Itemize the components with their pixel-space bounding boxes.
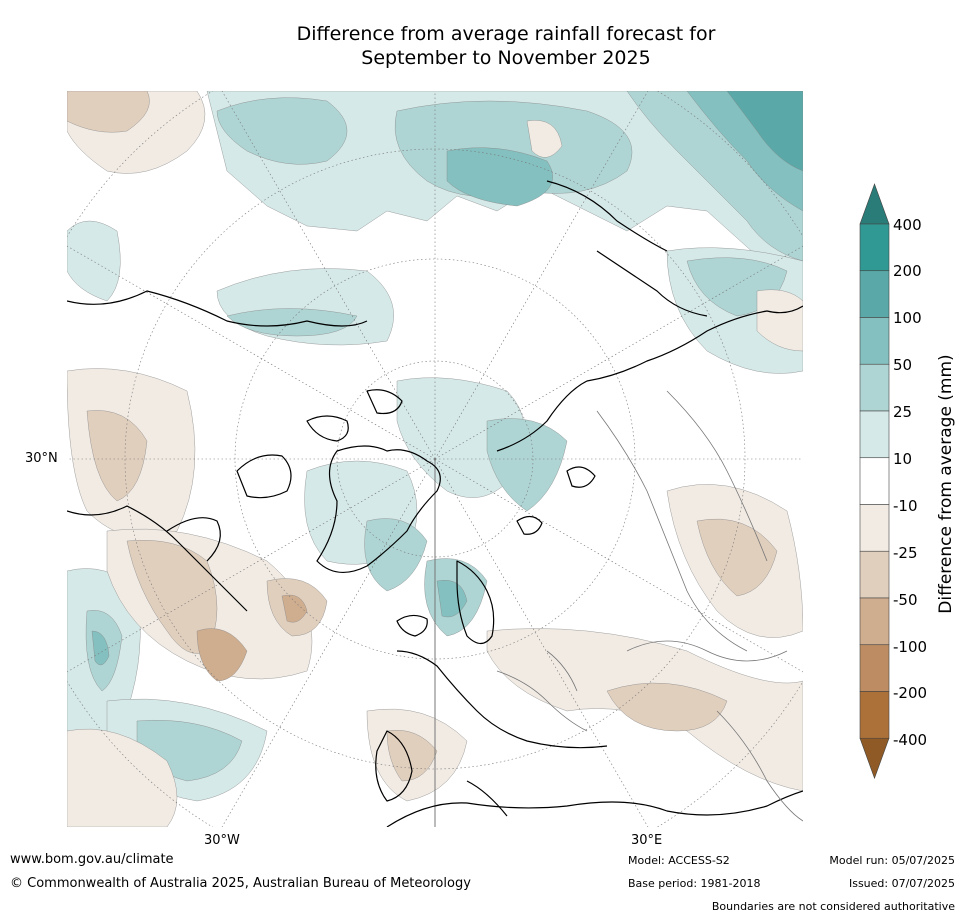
map-canvas xyxy=(67,91,803,827)
colorbar-tick-label: -25 xyxy=(893,544,918,562)
lon-label-30e: 30°E xyxy=(631,833,663,848)
colorbar-bin xyxy=(859,597,890,646)
map-title: Difference from average rainfall forecas… xyxy=(206,22,806,70)
graticule xyxy=(67,91,803,827)
colorbar-bin xyxy=(859,270,890,318)
title-line-2: September to November 2025 xyxy=(361,47,651,69)
colorbar-bin xyxy=(859,410,890,459)
colorbar-bin xyxy=(859,644,890,692)
colorbar-tick-label: 50 xyxy=(893,356,913,374)
footer-disclaimer: Boundaries are not considered authoritat… xyxy=(711,900,955,913)
colorbar xyxy=(859,183,890,780)
footer-model: Model: ACCESS-S2 xyxy=(628,854,730,867)
colorbar-bin xyxy=(859,504,890,552)
colorbar-tick-label: 100 xyxy=(893,309,922,327)
footer-issued: Issued: 07/07/2025 xyxy=(848,877,955,890)
colorbar-bin xyxy=(859,550,890,599)
colorbar-tick-label: 200 xyxy=(893,262,922,280)
drier-anomaly-regions xyxy=(67,91,803,827)
footer-base-period: Base period: 1981-2018 xyxy=(628,877,761,890)
colorbar-tick-label: 10 xyxy=(893,450,913,468)
colorbar-bin xyxy=(859,223,890,272)
colorbar-tick-label: -200 xyxy=(893,684,928,702)
colorbar-tick-label: -10 xyxy=(893,497,918,515)
colorbar-bin xyxy=(859,737,890,780)
footer-website: www.bom.gov.au/climate xyxy=(10,852,174,867)
colorbar-tick-label: -100 xyxy=(893,638,928,656)
lat-label-30n: 30°N xyxy=(25,451,58,466)
colorbar-title: Difference from average (mm) xyxy=(936,354,956,614)
colorbar-tick-label: 25 xyxy=(893,403,913,421)
colorbar-bin xyxy=(859,691,890,739)
country-borders xyxy=(496,390,803,822)
lon-label-30w: 30°W xyxy=(204,833,240,848)
colorbar-bin xyxy=(859,317,890,365)
colorbar-tick-label: -50 xyxy=(893,591,918,609)
footer-copyright: © Commonwealth of Australia 2025, Austra… xyxy=(10,876,471,891)
colorbar-bin xyxy=(859,183,890,225)
colorbar-bin xyxy=(859,363,890,412)
colorbar-bin xyxy=(859,457,890,505)
colorbar-tick-label: -400 xyxy=(893,731,928,749)
rainfall-anomaly-map xyxy=(67,91,803,827)
colorbar-tick-label: 400 xyxy=(893,216,922,234)
footer-model-run: Model run: 05/07/2025 xyxy=(829,854,955,867)
title-line-1: Difference from average rainfall forecas… xyxy=(296,23,716,45)
coastlines xyxy=(67,180,803,827)
